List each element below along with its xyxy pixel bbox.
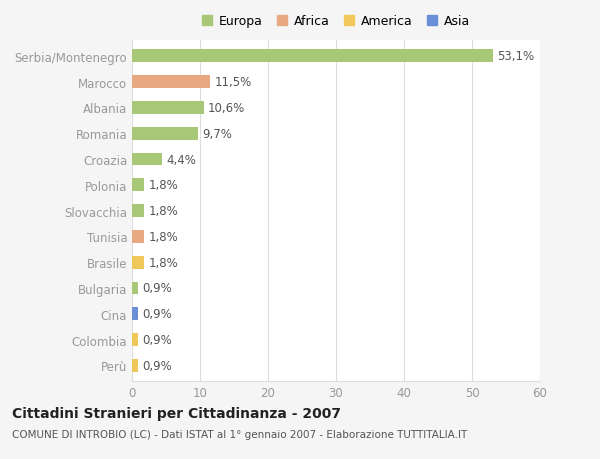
Text: 10,6%: 10,6% <box>208 102 245 115</box>
Bar <box>132 50 493 63</box>
Text: 1,8%: 1,8% <box>148 205 178 218</box>
Text: 0,9%: 0,9% <box>142 333 172 346</box>
Bar <box>132 153 162 166</box>
Bar <box>132 359 138 372</box>
Legend: Europa, Africa, America, Asia: Europa, Africa, America, Asia <box>202 15 470 28</box>
Text: 11,5%: 11,5% <box>214 76 251 89</box>
Bar <box>132 230 144 243</box>
Text: Cittadini Stranieri per Cittadinanza - 2007: Cittadini Stranieri per Cittadinanza - 2… <box>12 406 341 420</box>
Bar <box>132 76 210 89</box>
Text: 1,8%: 1,8% <box>148 256 178 269</box>
Text: 0,9%: 0,9% <box>142 359 172 372</box>
Text: 9,7%: 9,7% <box>202 128 232 140</box>
Bar <box>132 128 198 140</box>
Text: 1,8%: 1,8% <box>148 230 178 243</box>
Bar <box>132 282 138 295</box>
Text: 0,9%: 0,9% <box>142 282 172 295</box>
Text: 53,1%: 53,1% <box>497 50 534 63</box>
Bar <box>132 256 144 269</box>
Bar <box>132 308 138 320</box>
Text: COMUNE DI INTROBIO (LC) - Dati ISTAT al 1° gennaio 2007 - Elaborazione TUTTITALI: COMUNE DI INTROBIO (LC) - Dati ISTAT al … <box>12 429 467 439</box>
Text: 0,9%: 0,9% <box>142 308 172 320</box>
Bar <box>132 333 138 346</box>
Bar <box>132 179 144 192</box>
Bar <box>132 102 204 115</box>
Text: 4,4%: 4,4% <box>166 153 196 166</box>
Bar <box>132 205 144 218</box>
Text: 1,8%: 1,8% <box>148 179 178 192</box>
